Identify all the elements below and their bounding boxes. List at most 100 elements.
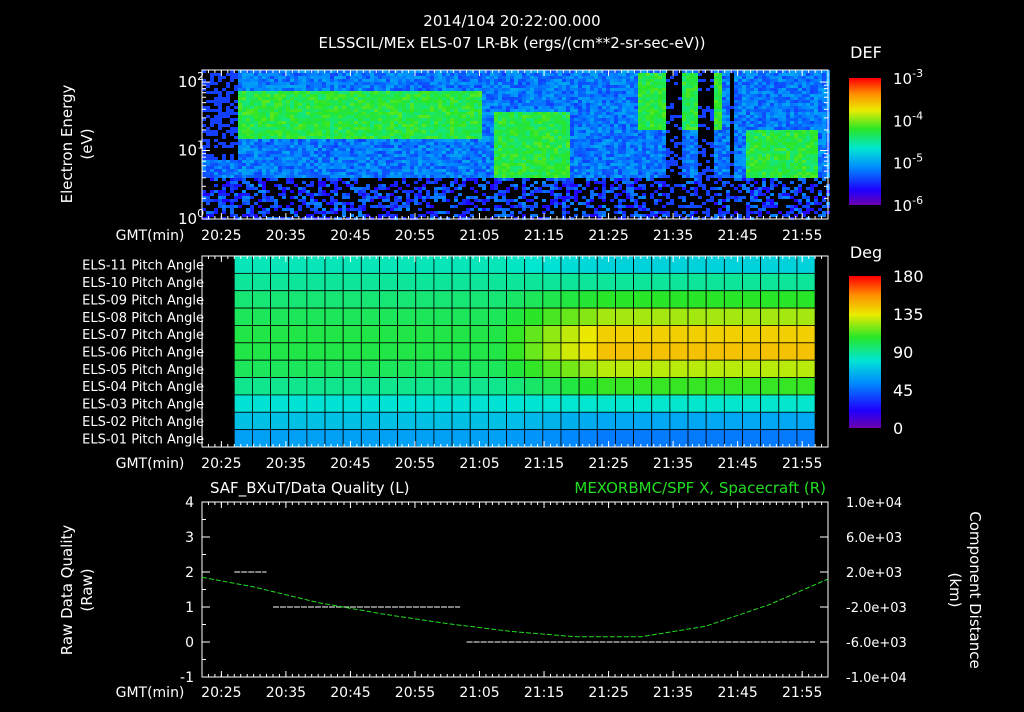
spectrogram-cell [626,88,630,91]
spectrogram-cell [290,142,294,145]
spectrogram-cell [310,214,314,217]
spectrogram-cell [554,187,558,190]
spectrogram-cell [374,103,378,106]
spectrogram-cell [542,136,546,139]
spectrogram-cell [510,151,514,154]
spectrogram-cell [242,214,246,217]
spectrogram-cell [286,118,290,121]
spectrogram-cell [262,160,266,163]
spectrogram-cell [302,190,306,193]
spectrogram-cell [466,73,470,76]
spectrogram-cell [634,178,638,181]
spectrogram-cell [406,88,410,91]
spectrogram-cell [322,199,326,202]
spectrogram-cell [282,148,286,151]
spectrogram-cell [338,151,342,154]
spectrogram-cell [278,154,282,157]
spectrogram-cell [534,136,538,139]
spectrogram-cell [494,76,498,79]
spectrogram-cell [306,100,310,103]
spectrogram-cell [490,136,494,139]
spectrogram-cell [490,91,494,94]
spectrogram-cell [658,193,662,196]
spectrogram-cell [594,187,598,190]
spectrogram-cell [282,145,286,148]
spectrogram-cell [470,88,474,91]
spectrogram-cell [250,112,254,115]
spectrogram-cell [522,130,526,133]
spectrogram-cell [666,106,670,109]
spectrogram-cell [582,166,586,169]
spectrogram-cell [302,148,306,151]
spectrogram-cell [590,97,594,100]
spectrogram-cell [318,193,322,196]
spectrogram-cell [242,115,246,118]
spectrogram-cell [554,94,558,97]
spectrogram-cell [514,115,518,118]
spectrogram-cell [614,85,618,88]
spectrogram-cell [314,139,318,142]
spectrogram-cell [574,103,578,106]
spectrogram-cell [594,103,598,106]
spectrogram-cell [246,73,250,76]
spectrogram-cell [598,211,602,214]
spectrogram-cell [214,163,218,166]
spectrogram-cell [474,109,478,112]
spectrogram-cell [422,151,426,154]
spectrogram-cell [598,118,602,121]
spectrogram-cell [230,133,234,136]
spectrogram-cell [638,118,642,121]
spectrogram-cell [210,79,214,82]
spectrogram-cell [542,103,546,106]
spectrogram-cell [362,154,366,157]
spectrogram-cell [266,199,270,202]
spectrogram-cell [626,79,630,82]
spectrogram-cell [598,181,602,184]
spectrogram-cell [414,109,418,112]
spectrogram-cell [434,214,438,217]
spectrogram-cell [366,172,370,175]
spectrogram-cell [278,115,282,118]
spectrogram-cell [598,109,602,112]
spectrogram-cell [342,160,346,163]
spectrogram-cell [354,118,358,121]
spectrogram-cell [450,88,454,91]
spectrogram-cell [638,115,642,118]
spectrogram-cell [210,178,214,181]
spectrogram-cell [322,103,326,106]
spectrogram-cell [406,73,410,76]
spectrogram-cell [486,148,490,151]
spectrogram-cell [466,88,470,91]
spectrogram-cell [306,157,310,160]
spectrogram-cell [502,151,506,154]
spectrogram-cell [610,142,614,145]
spectrogram-cell [262,196,266,199]
spectrogram-cell [326,139,330,142]
spectrogram-cell [318,73,322,76]
spectrogram-cell [426,115,430,118]
spectrogram-cell [654,181,658,184]
spectrogram-cell [226,160,230,163]
spectrogram-cell [242,181,246,184]
spectrogram-cell [666,175,670,178]
spectrogram-cell [602,142,606,145]
spectrogram-cell [422,79,426,82]
spectrogram-cell [518,154,522,157]
spectrogram-cell [566,157,570,160]
spectrogram-cell [482,151,486,154]
spectrogram-cell [326,91,330,94]
spectrogram-cell [246,160,250,163]
spectrogram-cell [418,85,422,88]
spectrogram-cell [338,130,342,133]
spectrogram-cell [454,118,458,121]
spectrogram-cell [514,121,518,124]
spectrogram-cell [622,142,626,145]
spectrogram-cell [414,151,418,154]
spectrogram-cell [378,130,382,133]
spectrogram-cell [578,202,582,205]
spectrogram-cell [258,169,262,172]
spectrogram-cell [414,196,418,199]
spectrogram-cell [510,172,514,175]
spectrogram-cell [506,70,510,73]
spectrogram-cell [210,109,214,112]
